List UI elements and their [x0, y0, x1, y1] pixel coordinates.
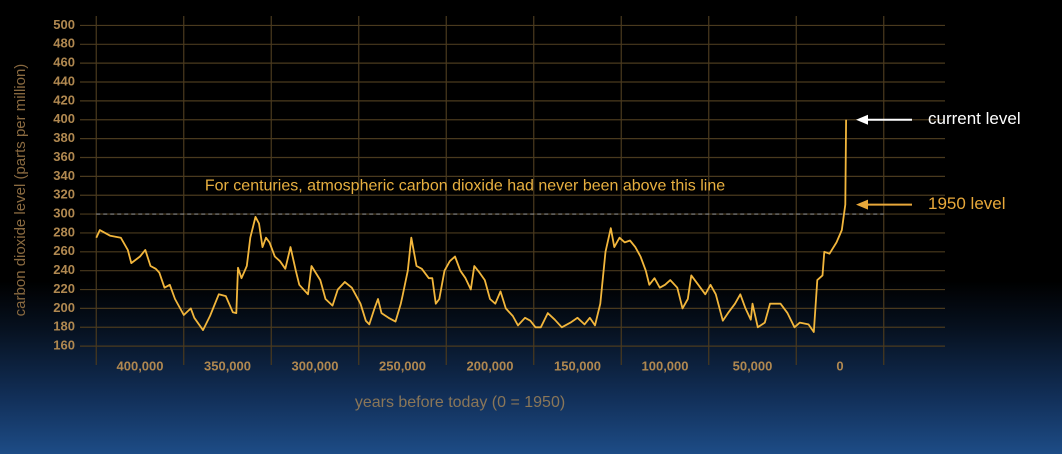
y-tick-label: 200: [53, 300, 75, 315]
annotation-label: 1950 level: [928, 194, 1006, 213]
x-tick-label: 0: [836, 358, 843, 373]
y-tick-label: 340: [53, 168, 75, 183]
data-line: [95, 119, 847, 333]
y-tick-label: 380: [53, 130, 75, 145]
y-tick-label: 360: [53, 149, 75, 164]
y-tick-label: 400: [53, 111, 75, 126]
y-tick-label: 500: [53, 17, 75, 32]
y-tick-label: 280: [53, 224, 75, 239]
y-tick-label: 260: [53, 243, 75, 258]
x-tick-label: 200,000: [467, 358, 514, 373]
x-tick-label: 300,000: [292, 358, 339, 373]
y-tick-label: 240: [53, 262, 75, 277]
x-tick-label: 150,000: [554, 358, 601, 373]
threshold-label: For centuries, atmospheric carbon dioxid…: [205, 177, 725, 194]
y-tick-label: 440: [53, 73, 75, 88]
y-tick-label: 300: [53, 206, 75, 221]
arrow-head: [856, 199, 868, 210]
y-tick-label: 160: [53, 338, 75, 353]
x-tick-label: 350,000: [204, 358, 251, 373]
y-tick-label: 420: [53, 92, 75, 107]
x-tick-label: 50,000: [733, 358, 773, 373]
x-axis-label: years before today (0 = 1950): [355, 394, 565, 411]
y-tick-label: 460: [53, 55, 75, 70]
annotation-label: current level: [928, 109, 1021, 128]
y-tick-label: 480: [53, 36, 75, 51]
y-tick-label: 320: [53, 187, 75, 202]
y-tick-label: 180: [53, 319, 75, 334]
x-tick-label: 250,000: [379, 358, 426, 373]
y-axis-label: carbon dioxide level (parts per million): [12, 64, 29, 317]
y-tick-label: 220: [53, 281, 75, 296]
x-tick-label: 100,000: [642, 358, 689, 373]
arrow-head: [856, 114, 868, 125]
x-tick-label: 400,000: [117, 358, 164, 373]
